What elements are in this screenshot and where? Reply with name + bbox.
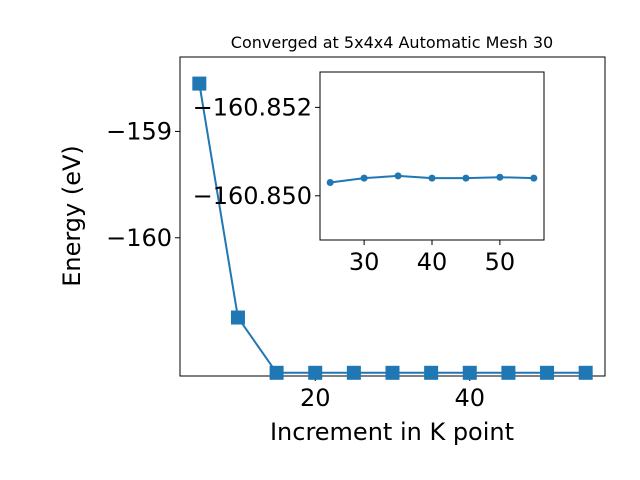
- inset-data-point: [462, 174, 470, 182]
- main-data-point: [462, 365, 477, 380]
- main-data-point: [578, 365, 593, 380]
- inset-y-ticks: −160.852 −160.850: [193, 93, 320, 210]
- inset-y-tick-label: −160.850: [193, 182, 312, 210]
- main-data-point: [346, 365, 361, 380]
- main-data-point: [192, 76, 207, 91]
- main-data-point: [385, 365, 400, 380]
- main-data-point: [540, 365, 555, 380]
- main-data-point: [501, 365, 516, 380]
- inset-data-point: [394, 172, 402, 180]
- inset-data-point: [326, 179, 334, 187]
- main-y-ticks: −160 −159: [106, 117, 180, 252]
- inset-series-markers: [326, 172, 538, 187]
- main-x-tick-label: 40: [454, 384, 485, 412]
- inset-data-point: [360, 174, 368, 182]
- main-y-tick-label: −159: [106, 117, 172, 145]
- inset-x-tick-label: 40: [417, 248, 448, 276]
- main-x-ticks: 20 40: [300, 376, 485, 412]
- inset-x-tick-label: 50: [485, 248, 516, 276]
- main-plot: 20 40 −160−159: [106, 56, 606, 412]
- inset-x-tick-label: 30: [349, 248, 380, 276]
- main-data-point: [308, 365, 323, 380]
- main-x-tick-label: 20: [300, 384, 331, 412]
- inset-background: [320, 72, 544, 240]
- main-data-point: [424, 365, 439, 380]
- main-y-tick-label: −160: [106, 224, 172, 252]
- inset-y-tick-label: −160.852: [193, 93, 312, 121]
- inset-plot: 30 40 50 −160.852 −160.850: [193, 71, 545, 276]
- x-axis-label: Increment in K point: [270, 418, 514, 446]
- inset-data-point: [496, 173, 504, 181]
- main-data-point: [230, 310, 245, 325]
- inset-data-point: [530, 174, 538, 182]
- y-axis-label: Energy (eV): [58, 145, 86, 287]
- inset-x-ticks: 30 40 50: [349, 240, 515, 276]
- main-data-point: [269, 365, 284, 380]
- main-series-markers: [192, 76, 593, 380]
- chart-title: Converged at 5x4x4 Automatic Mesh 30: [231, 33, 553, 52]
- inset-data-point: [428, 174, 436, 182]
